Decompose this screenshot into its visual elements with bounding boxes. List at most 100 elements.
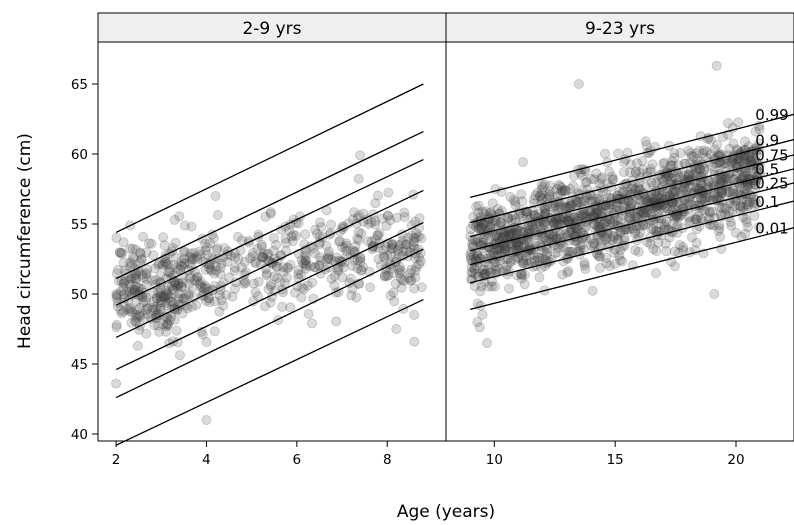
data-point (358, 208, 369, 219)
data-point (503, 229, 514, 240)
data-point (134, 302, 145, 313)
data-point (227, 291, 238, 302)
data-point (122, 286, 133, 297)
data-point (124, 286, 135, 297)
data-point (141, 292, 152, 303)
data-point (146, 275, 157, 286)
data-point (403, 232, 414, 243)
data-point (517, 196, 528, 207)
data-point (570, 231, 581, 242)
data-point (416, 233, 427, 244)
data-point (341, 245, 352, 256)
data-point (289, 287, 300, 298)
data-point (691, 148, 702, 159)
y-axis: 40 45 50 55 60 65 (71, 77, 98, 443)
quantile-label-0.01: 0.01 (755, 219, 788, 237)
data-point (212, 243, 223, 254)
data-point (288, 229, 299, 240)
data-point (668, 186, 679, 197)
data-point (174, 288, 185, 299)
data-point (356, 265, 367, 276)
data-point (271, 239, 282, 250)
data-point (173, 294, 184, 305)
data-point (141, 279, 152, 290)
data-point (111, 322, 122, 333)
data-point (111, 378, 122, 389)
data-point (400, 239, 411, 250)
data-point (137, 269, 148, 280)
data-point (179, 259, 190, 270)
data-point (537, 188, 548, 199)
data-point (587, 285, 598, 296)
data-point (608, 174, 619, 185)
data-point (299, 248, 310, 259)
data-point (171, 262, 182, 273)
data-point (316, 222, 327, 233)
data-point (212, 209, 223, 220)
data-point (256, 241, 267, 252)
data-point (221, 289, 232, 300)
data-point (511, 239, 522, 250)
data-point (204, 297, 215, 308)
data-point (272, 272, 283, 283)
y-tick-label: 40 (71, 427, 88, 443)
data-point (122, 304, 133, 315)
data-point (352, 233, 363, 244)
data-point (165, 292, 176, 303)
data-point (130, 312, 141, 323)
data-point (263, 284, 274, 295)
data-point (163, 293, 174, 304)
data-point (116, 247, 127, 258)
data-point (382, 250, 393, 261)
data-point (353, 234, 364, 245)
data-point (392, 244, 403, 255)
data-point (253, 276, 264, 287)
data-point (219, 243, 230, 254)
data-point (168, 285, 179, 296)
data-point (142, 309, 153, 320)
panel-2-points (465, 60, 766, 348)
data-point (562, 267, 573, 278)
data-point (695, 164, 706, 175)
data-point (150, 304, 161, 315)
data-point (389, 296, 400, 307)
data-point (184, 258, 195, 269)
x-tick-label: 10 (486, 452, 503, 468)
data-point (370, 219, 381, 230)
data-point (557, 269, 568, 280)
data-point (223, 272, 234, 283)
data-point (174, 293, 185, 304)
data-point (397, 274, 408, 285)
data-point (517, 270, 528, 281)
data-point (329, 280, 340, 291)
data-point (164, 315, 175, 326)
data-point (387, 238, 398, 249)
data-point (503, 283, 514, 294)
data-point (173, 278, 184, 289)
data-point (300, 263, 311, 274)
data-point (259, 301, 270, 312)
data-point (176, 281, 187, 292)
data-point (577, 195, 588, 206)
data-point (134, 309, 145, 320)
data-point (132, 311, 143, 322)
data-point (486, 281, 497, 292)
data-point (162, 318, 173, 329)
data-point (754, 221, 765, 232)
data-point (286, 231, 297, 242)
data-point (399, 275, 410, 286)
data-point (565, 198, 576, 209)
data-point (130, 244, 141, 255)
data-point (352, 263, 363, 274)
data-point (670, 173, 681, 184)
data-point (539, 232, 550, 243)
y-tick-label: 45 (71, 357, 88, 373)
panel-1-x-axis: 2 4 6 8 (112, 441, 392, 468)
data-point (398, 246, 409, 257)
data-point (155, 295, 166, 306)
data-point (409, 283, 420, 294)
data-point (356, 228, 367, 239)
data-point (135, 311, 146, 322)
data-point (350, 241, 361, 252)
data-point (200, 245, 211, 256)
